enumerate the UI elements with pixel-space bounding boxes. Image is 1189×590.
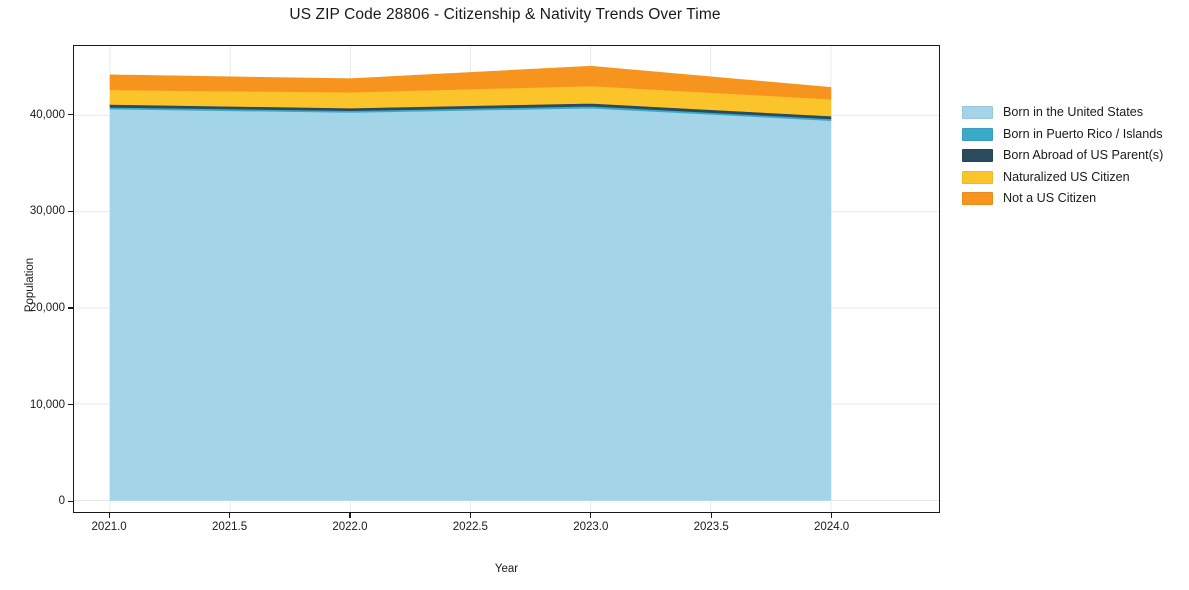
legend-color-swatch	[962, 127, 993, 141]
y-axis-tick-label: 0	[58, 495, 65, 508]
y-axis-tick-mark	[68, 500, 73, 502]
legend-item-label: Born in Puerto Rico / Islands	[1003, 126, 1163, 141]
legend-item-label: Born in the United States	[1003, 105, 1144, 120]
chart-legend: Born in the United States Born in Puerto …	[962, 106, 1163, 205]
stacked-area-series	[109, 65, 832, 501]
x-axis-tick-mark	[228, 513, 231, 518]
x-axis-tick-mark	[590, 513, 592, 518]
y-axis-tick-mark	[68, 404, 73, 406]
x-axis-tick-label: 2024.0	[814, 521, 850, 533]
legend-color-swatch	[962, 106, 993, 119]
x-axis-tick-label: 2023.0	[573, 521, 609, 533]
legend-color-swatch	[962, 170, 993, 184]
x-axis-tick-mark	[710, 513, 712, 518]
y-axis-tick-label: 10,000	[29, 398, 65, 411]
x-axis-tick-mark	[108, 513, 110, 518]
legend-color-swatch	[962, 149, 993, 162]
legend-item-label: Not a US Citizen	[1003, 191, 1097, 206]
x-axis-label: Year	[494, 563, 519, 575]
y-axis-tick-mark	[68, 114, 73, 116]
legend-item-label: Born Abroad of US Parent(s)	[1003, 148, 1164, 163]
x-axis-tick-label: 2023.5	[693, 521, 729, 533]
plot-inner	[74, 46, 939, 512]
x-axis-tick-label: 2022.0	[332, 521, 368, 533]
legend-item[interactable]: Not a US Citizen	[962, 192, 1163, 205]
x-axis-tick-mark	[469, 513, 471, 518]
legend-item[interactable]: Born in the United States	[962, 106, 1163, 119]
y-axis-tick-mark	[68, 210, 73, 212]
y-axis-tick-label: 40,000	[29, 108, 65, 121]
legend-color-swatch	[962, 192, 993, 205]
x-axis-tick-mark	[349, 513, 351, 518]
legend-item[interactable]: Born in Puerto Rico / Islands	[962, 126, 1163, 141]
x-axis-tick-label: 2021.5	[211, 521, 248, 533]
y-axis-tick-label: 30,000	[29, 205, 65, 218]
plot-area	[73, 45, 940, 513]
area-band	[109, 65, 832, 100]
y-axis-tick-mark	[68, 307, 73, 309]
y-axis-tick-label: 20,000	[29, 302, 65, 314]
x-axis-tick-label: 2022.5	[452, 521, 488, 533]
legend-item-label: Naturalized US Citizen	[1003, 169, 1130, 184]
area-band	[109, 107, 832, 501]
x-axis-tick-label: 2021.0	[91, 521, 127, 533]
legend-item[interactable]: Born Abroad of US Parent(s)	[962, 149, 1163, 162]
x-axis-tick-mark	[831, 513, 833, 518]
y-axis-label: Population	[24, 257, 36, 313]
legend-item[interactable]: Naturalized US Citizen	[962, 169, 1163, 184]
chart-title: US ZIP Code 28806 - Citizenship & Nativi…	[289, 6, 721, 23]
